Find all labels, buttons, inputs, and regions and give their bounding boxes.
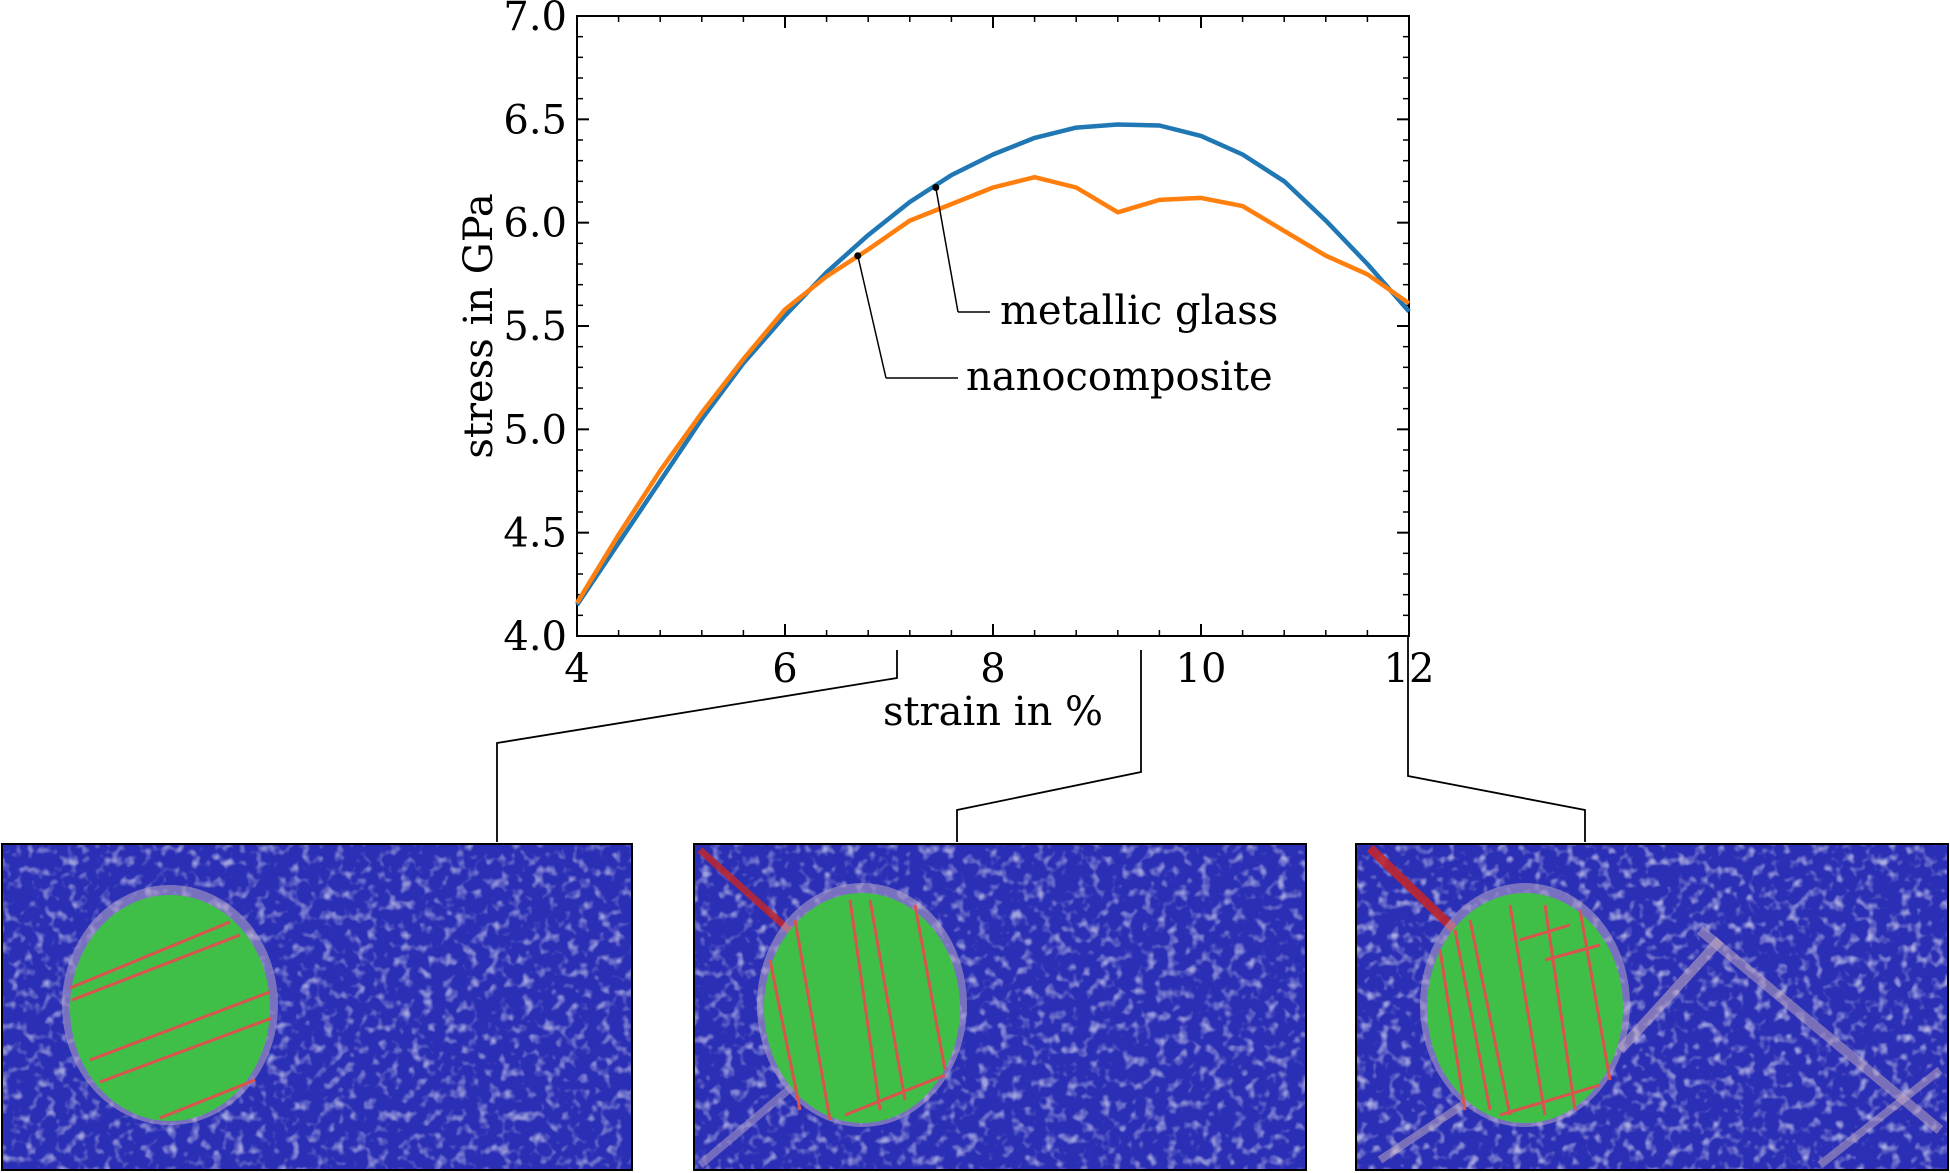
y-axis-label: stress in GPa <box>456 193 502 458</box>
annotations: metallic glass nanocomposite <box>854 184 1278 400</box>
y-axis-ticks: 4.0 4.5 5.0 5.5 6.0 6.5 7.0 <box>503 0 1409 660</box>
y-tick-label: 5.5 <box>503 304 567 350</box>
snapshot-panel-2 <box>693 843 1307 1171</box>
y-tick-label: 6.0 <box>503 201 567 247</box>
series-line-nanocomposite <box>575 174 1411 605</box>
snapshot-3-frame <box>1355 843 1949 1171</box>
snapshot-2-slip-bands <box>768 899 947 1121</box>
snapshot-2-shear-band-2 <box>697 1076 803 1169</box>
y-tick-label: 7.0 <box>503 0 567 40</box>
snapshot-3-slip-bands <box>1438 904 1612 1117</box>
snapshot-2-frame <box>693 843 1307 1171</box>
annotation-point-nanocomposite <box>854 252 862 260</box>
connector-snapshot-2 <box>956 650 1142 842</box>
snapshot-3-particle <box>1427 893 1623 1123</box>
snapshot-2-particle <box>764 893 960 1123</box>
y-tick-label: 4.5 <box>503 511 567 557</box>
snapshot-3-shear-band-2 <box>1616 936 1724 1054</box>
snapshot-1-frame <box>1 843 633 1171</box>
snapshot-1-particle <box>70 895 270 1121</box>
series-line-metallic-glass <box>575 122 1411 607</box>
y-tick-label: 5.0 <box>503 407 567 453</box>
snapshot-panel-1 <box>1 843 633 1171</box>
series-lines <box>575 122 1411 607</box>
x-tick-label: 12 <box>1384 646 1435 692</box>
leader-line-nanocomposite <box>857 255 887 379</box>
y-tick-label: 6.5 <box>503 97 567 143</box>
x-tick-label: 10 <box>1176 646 1227 692</box>
snapshot-connectors <box>496 636 1586 842</box>
annotation-label-metallic-glass: metallic glass <box>1000 288 1278 334</box>
x-tick-label: 4 <box>564 646 589 692</box>
annotation-label-nanocomposite: nanocomposite <box>966 354 1273 400</box>
y-tick-label: 4.0 <box>503 614 567 660</box>
snapshot-3-shear-band <box>1366 844 1464 939</box>
x-axis-ticks: 4 6 8 10 12 <box>564 16 1434 692</box>
connector-snapshot-1 <box>496 650 898 842</box>
annotation-point-metallic-glass <box>932 184 940 192</box>
x-axis-label: strain in % <box>883 689 1103 735</box>
x-tick-label: 6 <box>772 646 797 692</box>
x-tick-label: 8 <box>980 646 1005 692</box>
stress-strain-chart: 4.0 4.5 5.0 5.5 6.0 6.5 7.0 4 6 8 10 12 metallic g… <box>456 0 1434 735</box>
snapshot-1-slip-bands <box>69 920 273 1120</box>
plot-frame <box>576 15 1410 637</box>
leader-line-metallic-glass <box>935 187 959 313</box>
connector-snapshot-3 <box>1407 636 1586 842</box>
snapshot-3-shear-band-4 <box>1817 1066 1943 1169</box>
snapshot-panel-3 <box>1355 843 1949 1171</box>
